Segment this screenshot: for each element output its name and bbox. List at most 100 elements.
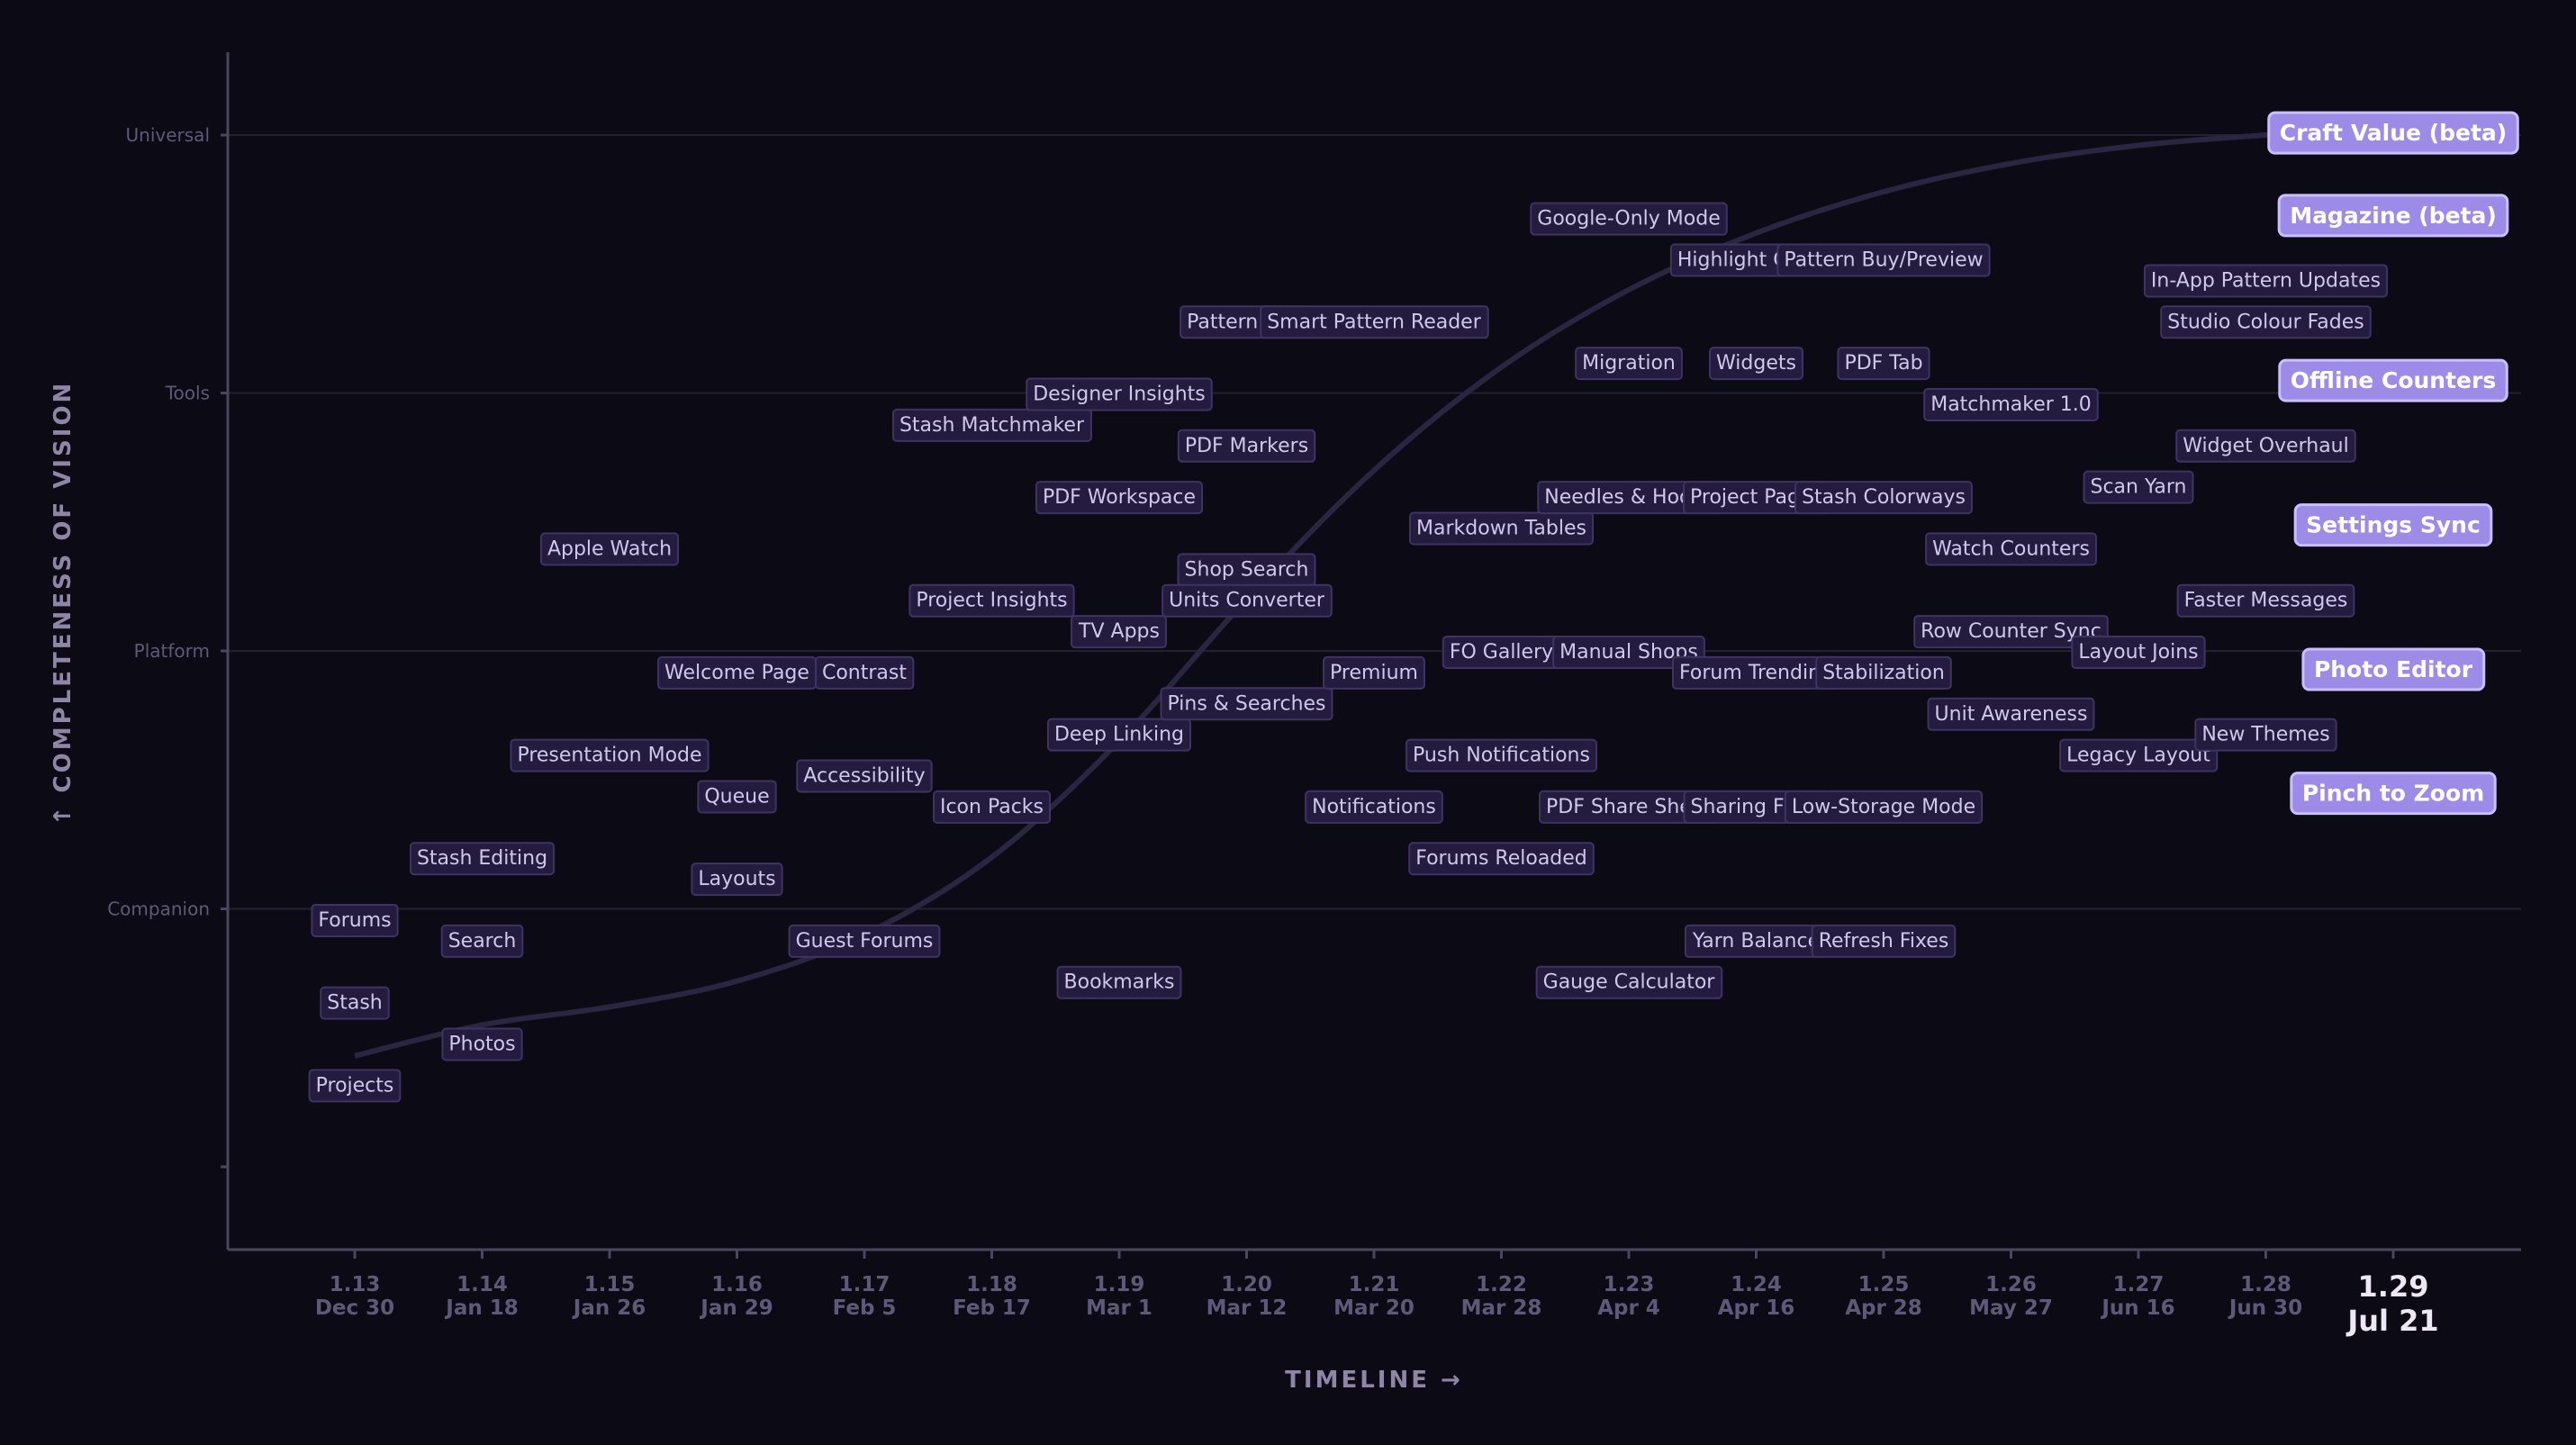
feature-box: [2267, 111, 2519, 155]
x-tick-version: 1.27: [2113, 1273, 2165, 1296]
x-tick-date: Mar 1: [1086, 1296, 1152, 1320]
feature-label: Project Insights: [916, 590, 1067, 612]
feature-stabilization: Stabilization: [1815, 655, 1952, 690]
feature-box: [1530, 202, 1728, 236]
feature-label: Forums Reloaded: [1415, 847, 1587, 870]
feature-studio-colour-fades: Studio Colour Fades: [2160, 305, 2372, 339]
x-tick-version: 1.21: [1349, 1273, 1400, 1296]
feature-box: [1035, 481, 1204, 515]
feature-forums-reloaded: Forums Reloaded: [1408, 842, 1595, 876]
feature-box: [2071, 636, 2206, 669]
feature-label: Premium: [1330, 662, 1418, 684]
feature-layout-joins: Layout Joins: [2071, 636, 2206, 669]
feature-label: Layouts: [698, 868, 775, 890]
feature-box: [932, 790, 1052, 824]
y-axis-title: ↑ COMPLETENESS OF VISION: [50, 381, 77, 826]
feature-label: Legacy Layout: [2066, 745, 2210, 767]
feature-label: Apple Watch: [547, 537, 672, 560]
feature-label: Forums: [318, 909, 391, 932]
feature-label: Presentation Mode: [517, 745, 701, 767]
feature-premium: Premium: [1323, 655, 1425, 690]
feature-label: FO Gallery: [1450, 641, 1553, 664]
feature-box: [2176, 583, 2355, 618]
feature-label: Offline Counters: [2291, 367, 2496, 393]
feature-box: [320, 986, 390, 1020]
feature-label: Stash: [327, 992, 382, 1015]
feature-stash-colorways: Stash Colorways: [1794, 481, 1973, 515]
feature-units-converter: Units Converter: [1161, 583, 1333, 618]
feature-box: [1913, 615, 2109, 649]
feature-box: [814, 655, 915, 690]
feature-pinch-to-zoom: Pinch to Zoom: [2290, 772, 2497, 816]
feature-in-app-pattern-updates: In-App Pattern Updates: [2143, 264, 2389, 298]
feature-label: PDF Workspace: [1043, 486, 1196, 509]
feature-faster-messages: Faster Messages: [2176, 583, 2355, 618]
feature-low-storage-mode: Low-Storage Mode: [1784, 790, 1984, 824]
feature-label: Push Notifications: [1413, 745, 1590, 767]
feature-label: Designer Insights: [1033, 384, 1206, 406]
feature-accessibility: Accessibility: [796, 759, 933, 793]
feature-label: Forum Trending: [1679, 662, 1833, 684]
feature-box: [1927, 697, 2095, 731]
x-tick-date: Jul 21: [2346, 1304, 2438, 1338]
feature-craft-value-beta: Craft Value (beta): [2267, 111, 2519, 155]
feature-points: Forums Stash Projects Stash Editing Search Ph…: [308, 111, 2519, 1103]
feature-project-insights: Project Insights: [908, 583, 1075, 618]
feature-box: [308, 1069, 402, 1103]
feature-label: Studio Colour Fades: [2167, 311, 2364, 333]
feature-box: [691, 862, 783, 897]
x-tick-version: 1.26: [1985, 1273, 2037, 1296]
feature-label: Refresh Fixes: [1819, 930, 1949, 953]
x-tick-date: Feb 5: [833, 1296, 897, 1320]
feature-pdf-markers: PDF Markers: [1177, 429, 1316, 463]
x-tick-version: 1.24: [1731, 1273, 1782, 1296]
feature-scan-yarn: Scan Yarn: [2083, 470, 2194, 504]
feature-box: [1323, 655, 1425, 690]
feature-label: Guest Forums: [796, 930, 934, 953]
feature-pins-searches: Pins & Searches: [1160, 687, 1333, 721]
feature-box: [1160, 687, 1333, 721]
feature-box: [409, 842, 556, 876]
feature-photos: Photos: [441, 1027, 523, 1061]
x-tick-version: 1.17: [839, 1273, 890, 1296]
feature-box: [311, 903, 399, 937]
feature-label: Contrast: [822, 662, 907, 684]
x-tick-version: 1.14: [456, 1273, 508, 1296]
feature-box: [2278, 358, 2508, 402]
feature-markdown-tables: Markdown Tables: [1409, 511, 1594, 546]
x-tick-date: May 27: [1969, 1296, 2053, 1320]
feature-projects: Projects: [308, 1069, 402, 1103]
feature-label: Deep Linking: [1054, 724, 1184, 746]
feature-queue: Queue: [697, 780, 777, 814]
feature-label: Pinch to Zoom: [2302, 781, 2484, 807]
feature-box: [1925, 532, 2097, 566]
feature-label: Magazine (beta): [2290, 203, 2497, 229]
feature-box: [796, 759, 933, 793]
feature-label: Stash Matchmaker: [899, 414, 1085, 437]
feature-box: [697, 780, 777, 814]
feature-label: Markdown Tables: [1416, 517, 1586, 539]
feature-pattern-buy-preview: Pattern Buy/Preview: [1776, 243, 1991, 277]
feature-label: Scan Yarn: [2091, 476, 2187, 499]
feature-box: [1837, 347, 1930, 381]
feature-label: Units Converter: [1169, 590, 1325, 612]
feature-label: Matchmaker 1.0: [1930, 393, 2092, 416]
feature-box: [1408, 842, 1595, 876]
x-tick-date: Jan 18: [444, 1296, 518, 1320]
feature-presentation-mode: Presentation Mode: [510, 738, 710, 772]
x-tick-date: Jun 30: [2228, 1296, 2302, 1320]
feature-push-notifications: Push Notifications: [1406, 738, 1597, 772]
feature-yarn-balance: Yarn Balance: [1684, 924, 1828, 958]
feature-box: [1535, 965, 1723, 999]
feature-pdf-tab: PDF Tab: [1837, 347, 1930, 381]
feature-box: [908, 583, 1075, 618]
x-tick-version: 1.16: [711, 1273, 763, 1296]
x-tick-date: Mar 28: [1461, 1296, 1542, 1320]
feature-label: Shop Search: [1185, 558, 1309, 581]
feature-box: [1161, 583, 1333, 618]
feature-label: Stash Editing: [417, 847, 547, 870]
feature-box: [1071, 615, 1167, 649]
feature-matchmaker-1-0: Matchmaker 1.0: [1923, 387, 2099, 421]
